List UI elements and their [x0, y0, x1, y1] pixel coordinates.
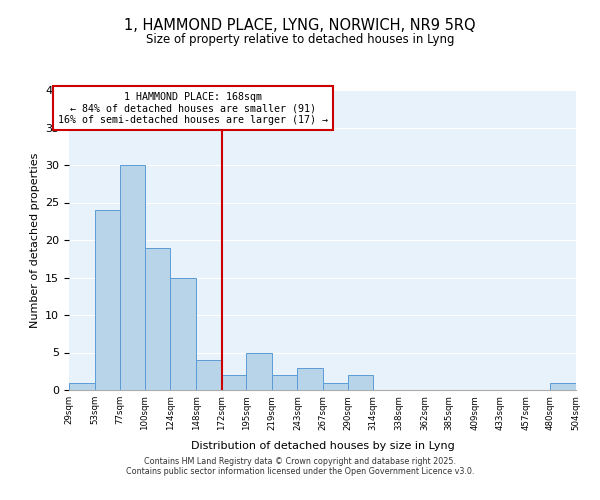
- Bar: [95, 210, 120, 390]
- Bar: [550, 382, 576, 390]
- Bar: [323, 382, 347, 390]
- Text: Contains public sector information licensed under the Open Government Licence v3: Contains public sector information licen…: [126, 468, 474, 476]
- X-axis label: Distribution of detached houses by size in Lyng: Distribution of detached houses by size …: [191, 441, 454, 451]
- Bar: [120, 165, 145, 390]
- Bar: [196, 360, 221, 390]
- Y-axis label: Number of detached properties: Number of detached properties: [29, 152, 40, 328]
- Text: 1 HAMMOND PLACE: 168sqm
← 84% of detached houses are smaller (91)
16% of semi-de: 1 HAMMOND PLACE: 168sqm ← 84% of detache…: [58, 92, 328, 124]
- Bar: [347, 375, 373, 390]
- Text: Contains HM Land Registry data © Crown copyright and database right 2025.: Contains HM Land Registry data © Crown c…: [144, 458, 456, 466]
- Text: 1, HAMMOND PLACE, LYNG, NORWICH, NR9 5RQ: 1, HAMMOND PLACE, LYNG, NORWICH, NR9 5RQ: [124, 18, 476, 32]
- Bar: [170, 278, 196, 390]
- Bar: [272, 375, 298, 390]
- Bar: [145, 248, 170, 390]
- Text: Size of property relative to detached houses in Lyng: Size of property relative to detached ho…: [146, 32, 454, 46]
- Bar: [246, 352, 272, 390]
- Bar: [69, 382, 95, 390]
- Bar: [298, 368, 323, 390]
- Bar: [221, 375, 246, 390]
